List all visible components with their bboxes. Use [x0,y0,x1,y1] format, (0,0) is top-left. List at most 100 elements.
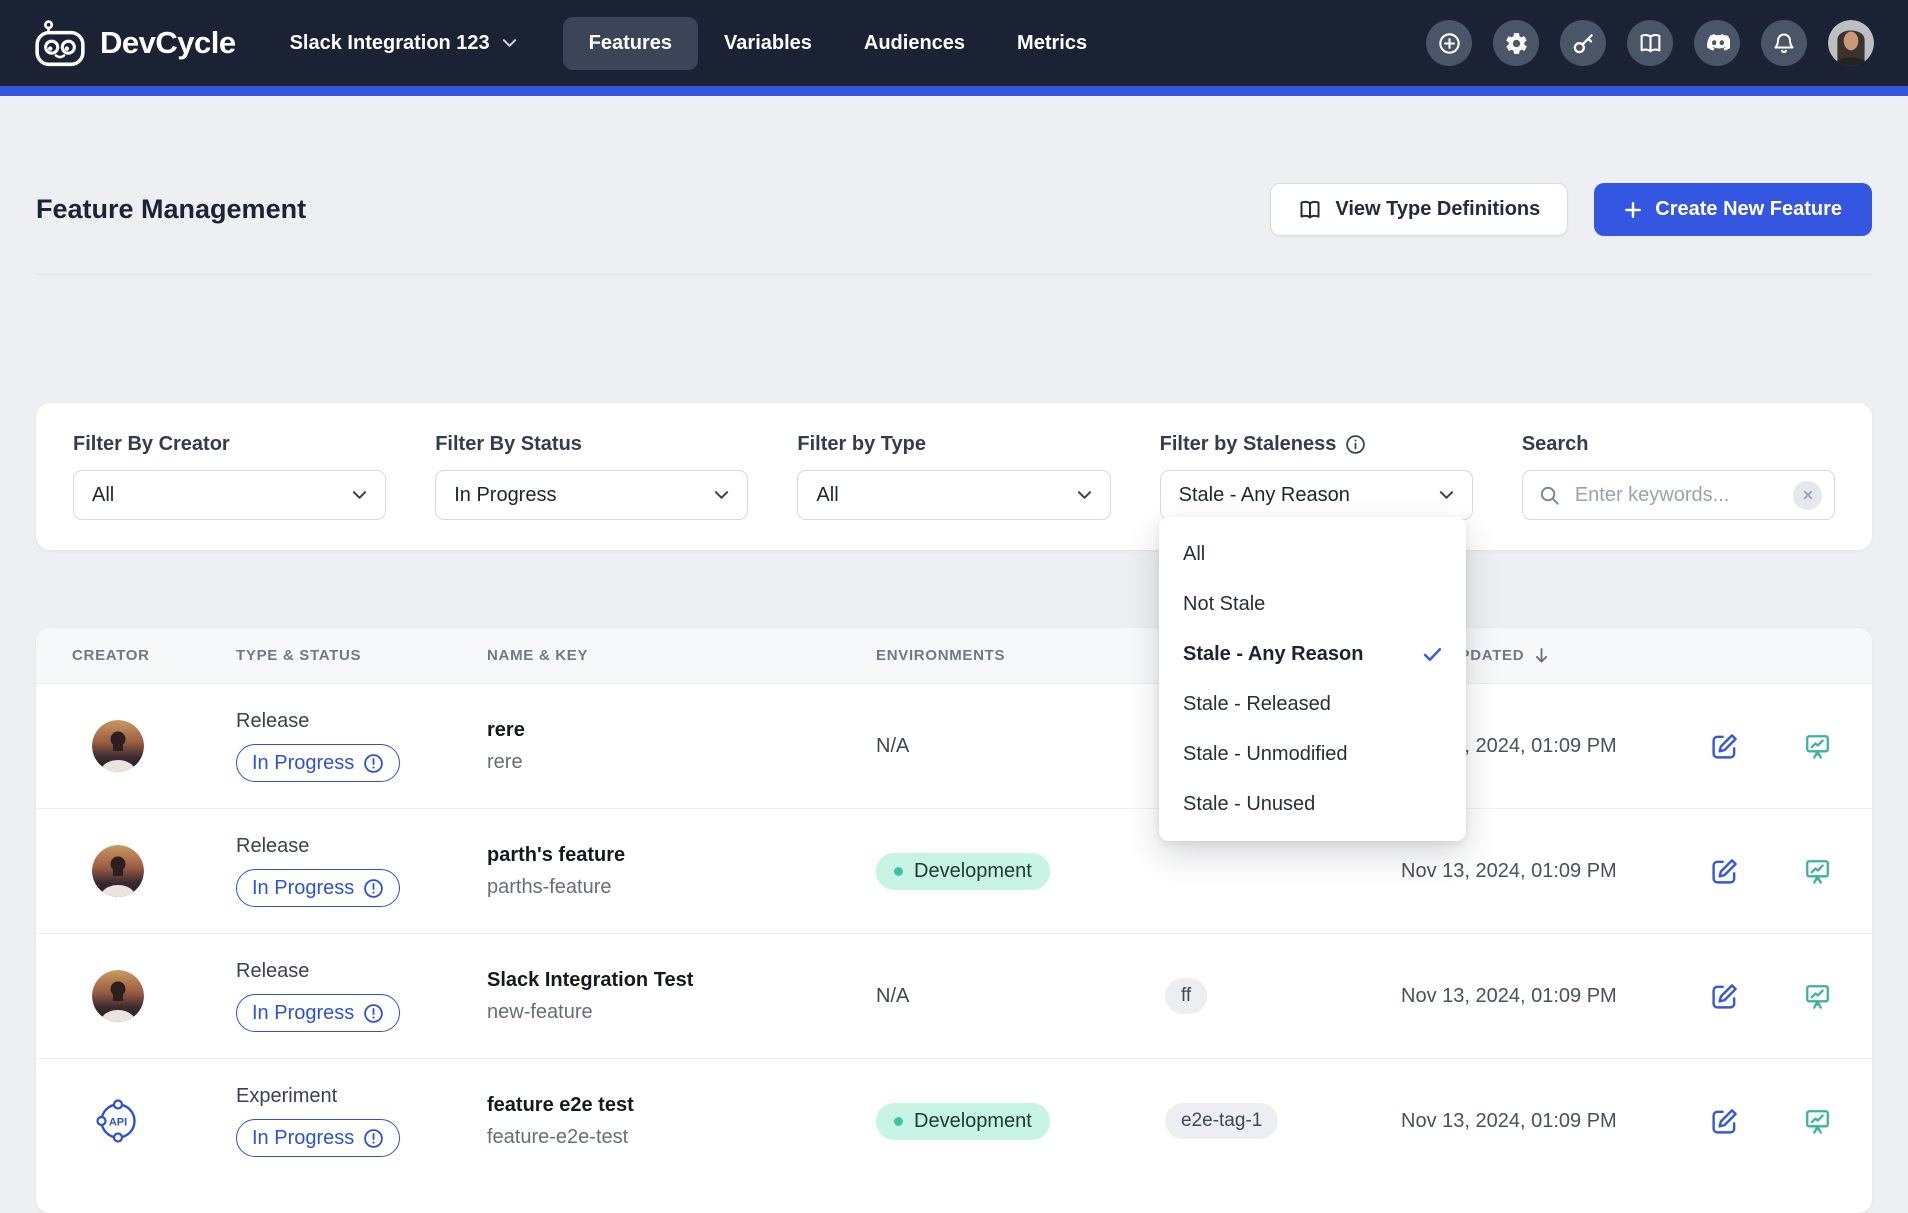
notifications-button[interactable] [1761,20,1807,66]
search-input[interactable] [1572,482,1782,508]
feature-name: feature e2e test [487,1093,634,1116]
nav-right-actions [1426,20,1874,66]
creator-avatar [92,720,144,772]
settings-button[interactable] [1493,20,1539,66]
edit-feature-button[interactable] [1710,857,1739,886]
option-label: Stale - Any Reason [1183,642,1364,665]
tab-variables[interactable]: Variables [724,31,812,54]
book-icon [1638,32,1663,55]
page-title: Feature Management [36,194,307,225]
warning-circle-icon [363,1128,384,1149]
status-badge[interactable]: In Progress [236,994,401,1033]
filter-group-creator: Filter By Creator All [73,433,387,521]
filter-group-type: Filter by Type All [797,433,1111,521]
create-new-feature-label: Create New Feature [1655,198,1842,221]
edit-feature-button[interactable] [1710,1107,1739,1136]
discord-button[interactable] [1694,20,1740,66]
name-key-cell: feature e2e test feature-e2e-test [487,1094,876,1149]
staleness-option-unmodified[interactable]: Stale - Unmodified [1159,729,1466,779]
table-row[interactable]: Release In Progress Slack Integration Te… [36,934,1872,1060]
devcycle-logo[interactable]: DevCycle [34,19,236,67]
bell-icon [1772,31,1796,55]
warning-circle-icon [363,753,384,774]
chevron-down-icon [352,490,367,500]
staleness-dropdown-menu: All Not Stale Stale - Any Reason Stale -… [1159,517,1466,841]
feature-name: rere [487,718,525,741]
staleness-option-released[interactable]: Stale - Released [1159,679,1466,729]
column-header-updated[interactable]: UPDATED [1401,647,1701,664]
table-row[interactable]: Release In Progress parth's feature part… [36,809,1872,935]
environment-dot-icon [894,1116,903,1126]
edit-feature-button[interactable] [1710,982,1739,1011]
tab-audiences[interactable]: Audiences [863,31,966,54]
updated-cell: Nov 13, 2024, 01:09 PM [1401,1109,1617,1132]
type-status-cell: Release In Progress [236,835,487,908]
discord-icon [1705,34,1730,52]
feature-analytics-button[interactable] [1803,857,1832,886]
search-label: Search [1521,433,1589,456]
view-type-definitions-label: View Type Definitions [1335,198,1541,221]
feature-name: Slack Integration Test [487,968,694,991]
edit-feature-button[interactable] [1710,732,1739,761]
feature-analytics-button[interactable] [1803,732,1832,761]
add-circle-button[interactable] [1426,20,1472,66]
warning-circle-icon [363,878,384,899]
filter-bar: Filter By Creator All Filter By Status I… [36,403,1872,551]
environment-dot-icon [894,866,903,876]
user-avatar-menu[interactable] [1828,20,1874,66]
accent-bar [0,86,1908,96]
updated-cell: Nov 13, 2024, 01:09 PM [1401,984,1617,1007]
status-badge[interactable]: In Progress [236,869,401,908]
brand-name: DevCycle [100,25,236,60]
tag-badge: e2e-tag-1 [1165,1103,1279,1140]
project-selector[interactable]: Slack Integration 123 [290,32,517,55]
environment-name: Development [914,1109,1032,1132]
environments-value: N/A [876,734,910,757]
option-label: Not Stale [1183,592,1266,615]
staleness-option-unused[interactable]: Stale - Unused [1159,779,1466,829]
tab-metrics[interactable]: Metrics [1017,31,1088,54]
creator-filter-label: Filter By Creator [73,433,230,456]
staleness-option-not-stale[interactable]: Not Stale [1159,579,1466,629]
name-key-cell: parth's feature parths-feature [487,844,876,899]
info-icon[interactable] [1345,434,1366,455]
top-navigation: DevCycle Slack Integration 123 Features … [0,0,1908,86]
staleness-filter-select[interactable]: Stale - Any Reason [1159,470,1473,521]
status-filter-label: Filter By Status [435,433,582,456]
feature-analytics-button[interactable] [1803,1107,1832,1136]
name-key-cell: Slack Integration Test new-feature [487,969,876,1024]
clear-search-button[interactable] [1793,480,1823,510]
api-keys-button[interactable] [1560,20,1606,66]
feature-analytics-button[interactable] [1803,982,1832,1011]
documentation-button[interactable] [1627,20,1673,66]
creator-cell [36,845,236,897]
staleness-option-all[interactable]: All [1159,529,1466,579]
option-label: Stale - Unused [1183,792,1316,815]
key-icon [1571,31,1596,56]
environment-badge: Development [876,852,1050,890]
status-label: In Progress [252,876,355,899]
tags-cell: ff [1159,978,1401,1015]
environments-cell: N/A [876,735,1159,758]
status-badge[interactable]: In Progress [236,744,401,783]
create-new-feature-button[interactable]: Create New Feature [1594,183,1872,237]
type-filter-select[interactable]: All [797,470,1111,521]
environments-value: N/A [876,984,910,1007]
status-badge[interactable]: In Progress [236,1119,401,1158]
feature-type: Release [236,960,310,983]
tags-cell: e2e-tag-1 [1159,1103,1401,1140]
row-actions [1701,732,1872,761]
status-filter-select[interactable]: In Progress [435,470,749,521]
feature-name: parth's feature [487,843,626,866]
chevron-down-icon [1439,490,1454,500]
staleness-option-any-reason[interactable]: Stale - Any Reason [1159,629,1466,679]
creator-avatar [92,845,144,897]
status-label: In Progress [252,1126,355,1149]
tab-features[interactable]: Features [562,16,699,70]
table-row[interactable]: Release In Progress rere rere N/A Nov 13… [36,684,1872,810]
page-header-actions: View Type Definitions Create New Feature [1270,183,1872,237]
creator-filter-select[interactable]: All [73,470,387,521]
table-row[interactable]: Experiment In Progress feature e2e test … [36,1059,1872,1184]
close-icon [1802,489,1814,501]
view-type-definitions-button[interactable]: View Type Definitions [1270,183,1569,237]
